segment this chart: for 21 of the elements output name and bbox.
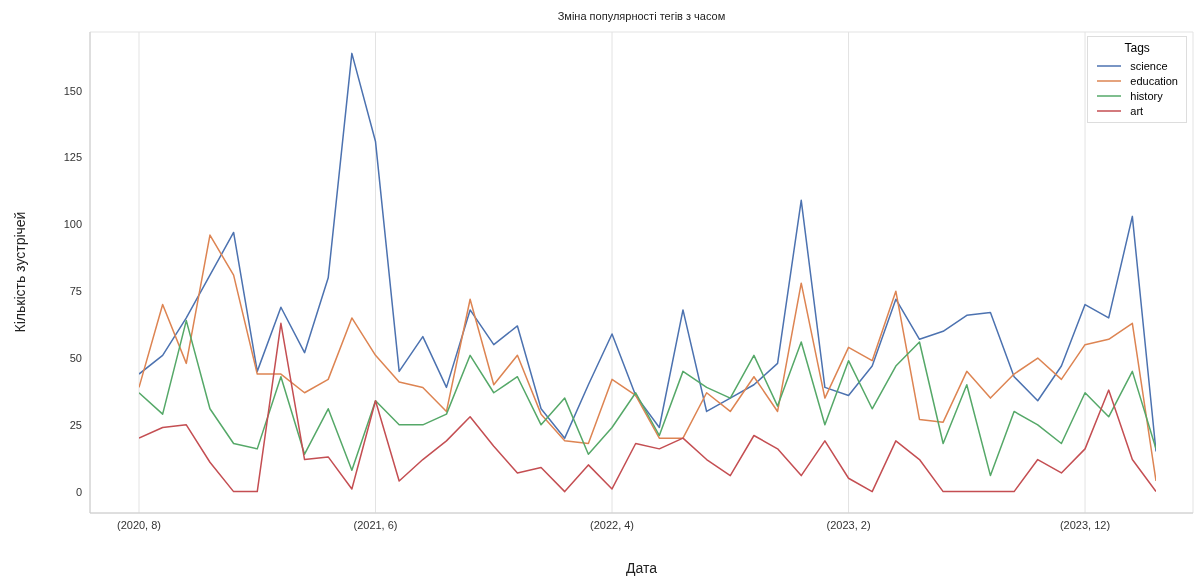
x-tick-label: (2023, 2): [826, 518, 871, 531]
legend-label: science: [1130, 59, 1168, 72]
y-axis-title: Кількість зустрічей: [12, 211, 28, 333]
line-series: [139, 234, 1156, 482]
x-axis-title: Дата: [625, 560, 658, 576]
chart-title: Зміна популярності тегів з часом: [556, 10, 727, 22]
legend-label: art: [1130, 104, 1144, 117]
x-tick-label: (2020, 8): [116, 518, 162, 531]
y-tick-label: 100: [63, 218, 82, 231]
x-tick-label: (2022, 4): [590, 518, 635, 531]
y-tick-label: 150: [63, 84, 82, 97]
x-tick-label: (2023, 12): [1059, 518, 1111, 531]
x-tick-label: (2021, 6): [353, 518, 398, 531]
y-tick-label: 75: [69, 285, 82, 298]
legend-label: history: [1130, 89, 1163, 102]
legend-label: education: [1130, 74, 1178, 87]
y-tick-label: 0: [75, 485, 82, 498]
legend-title: Tags: [1123, 41, 1151, 55]
y-tick-label: 25: [69, 418, 82, 431]
y-tick-label: 50: [69, 351, 82, 364]
y-tick-label: 125: [63, 151, 82, 164]
